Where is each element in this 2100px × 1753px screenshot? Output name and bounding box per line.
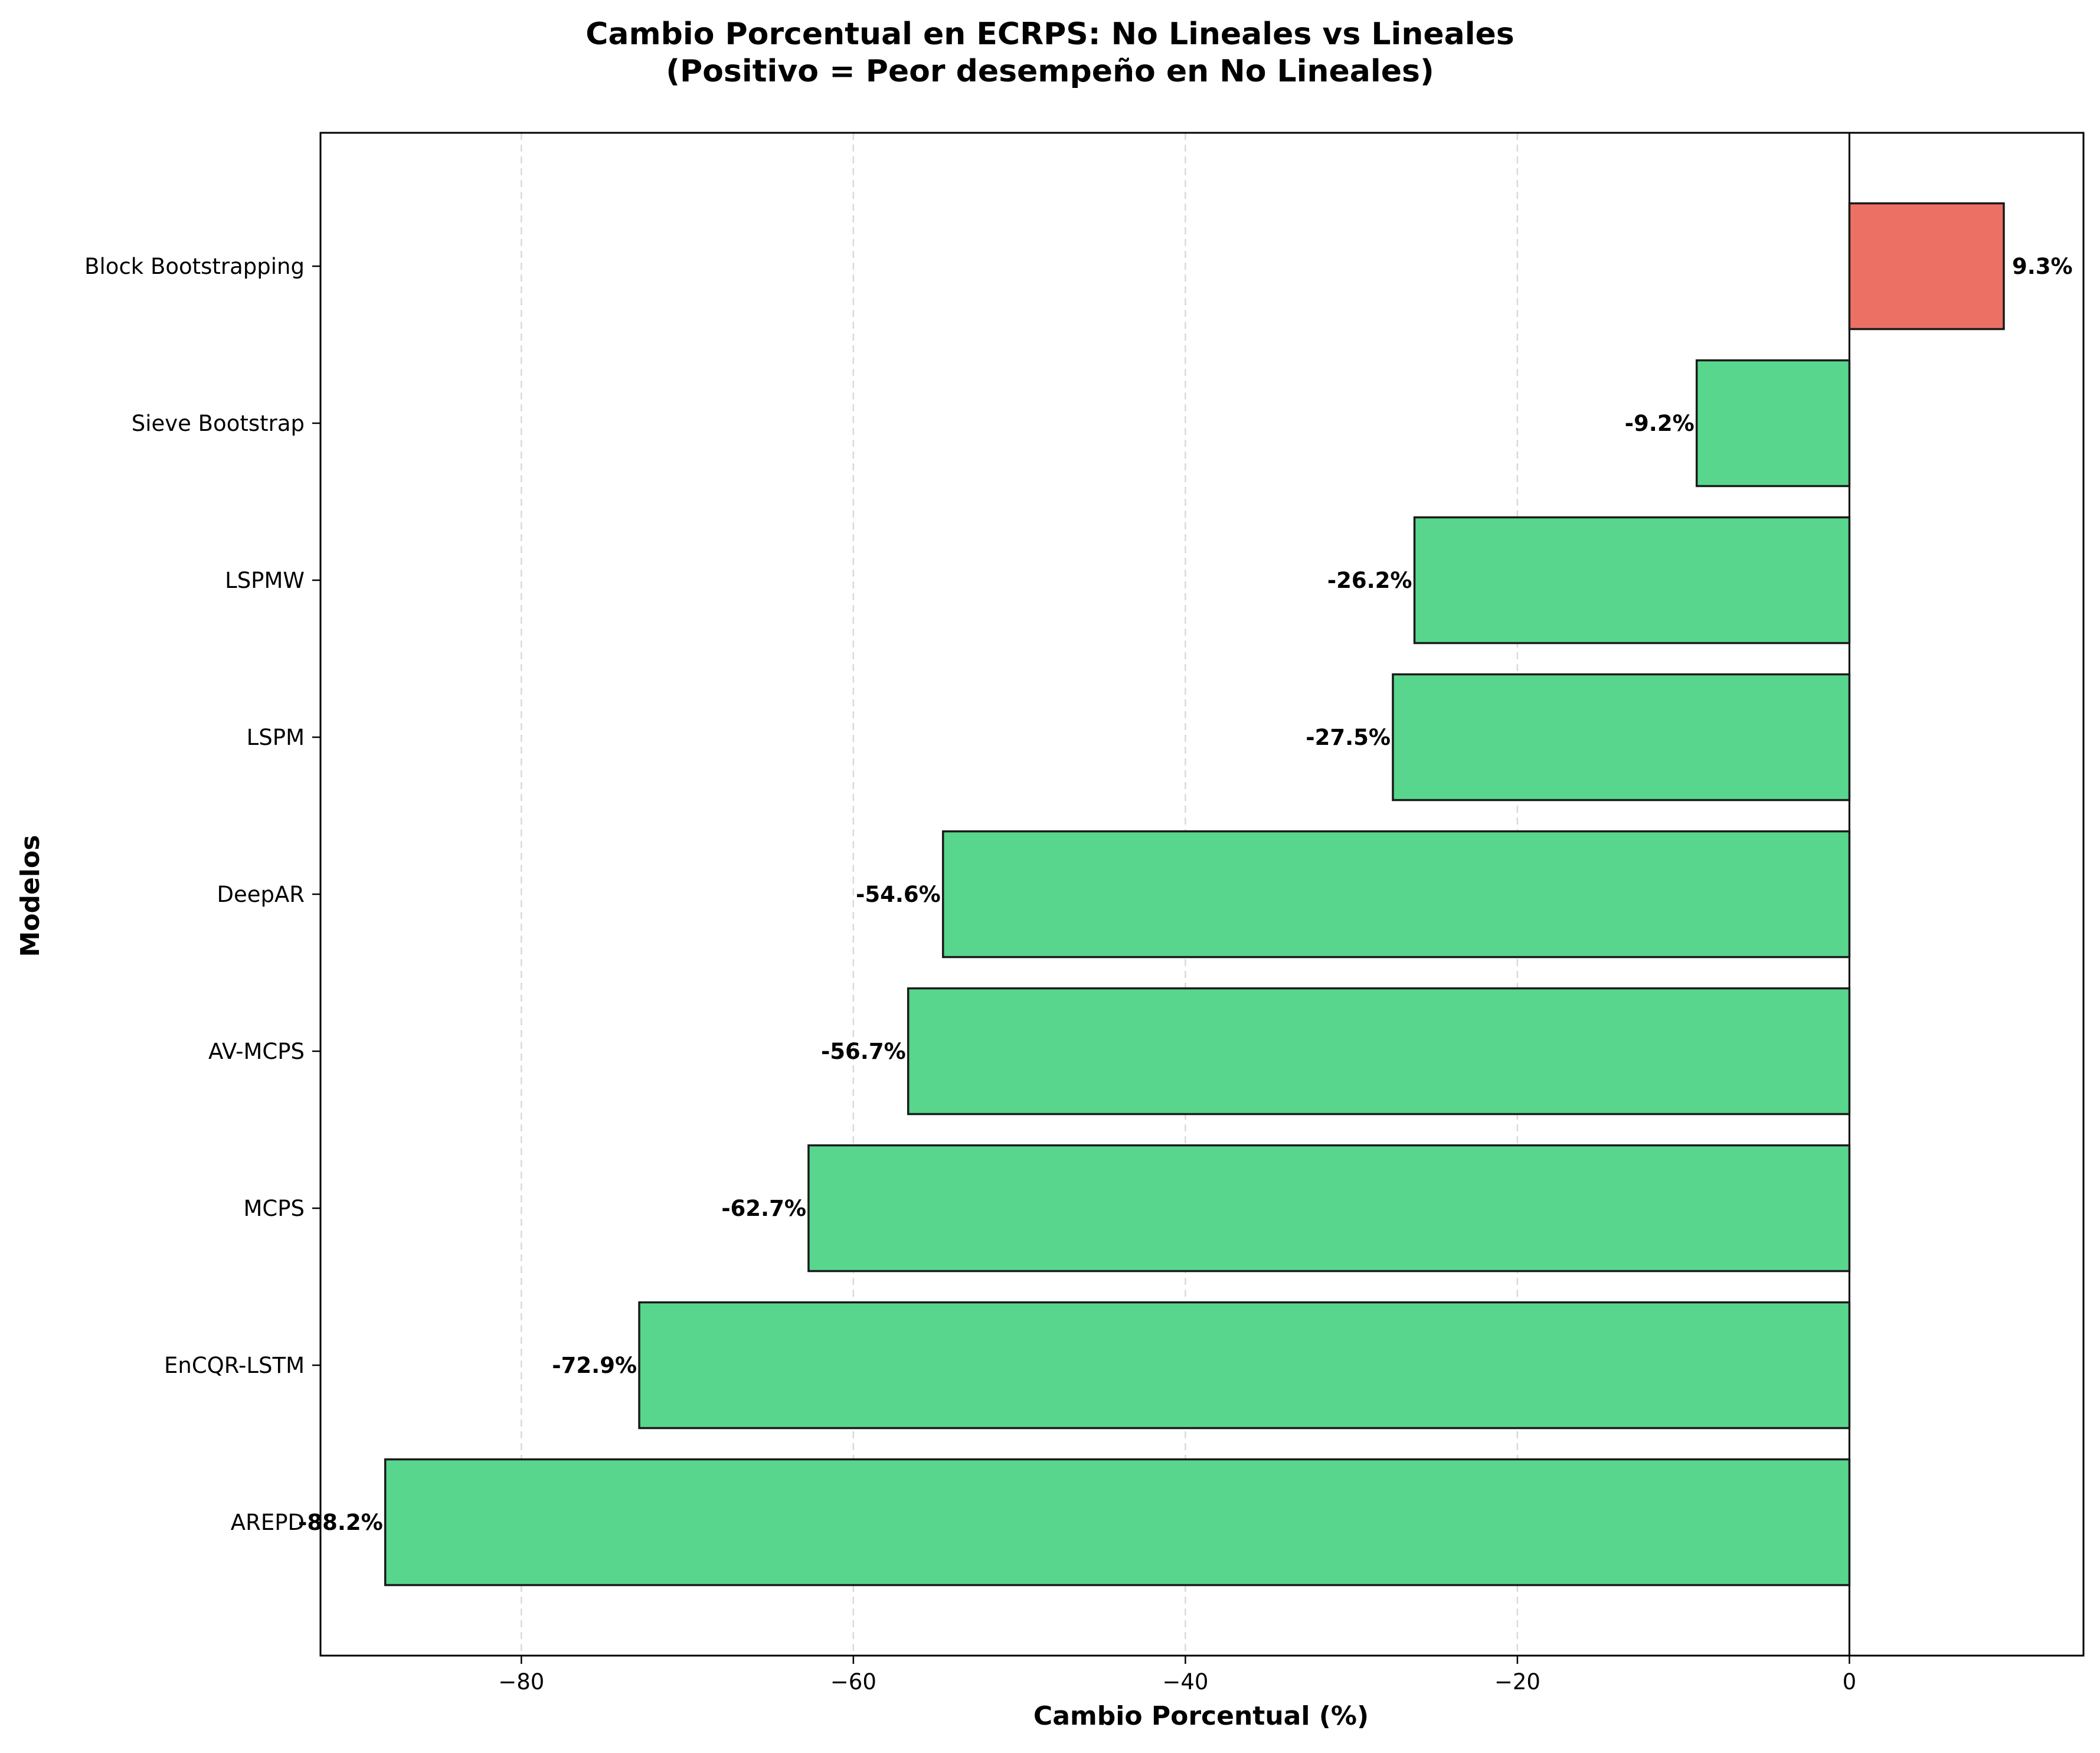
y-tick-label: Block Bootstrapping	[84, 254, 305, 279]
y-tick-label: Sieve Bootstrap	[132, 411, 305, 436]
data-label: -9.2%	[1625, 411, 1695, 436]
y-tick-label: LSPM	[247, 725, 305, 750]
data-label: -72.9%	[552, 1353, 637, 1378]
bar	[941, 830, 1851, 959]
x-tick-label: 0	[1843, 1669, 1857, 1695]
bar	[1848, 202, 2005, 331]
bar	[1695, 359, 1851, 488]
bar	[807, 1144, 1851, 1273]
y-tick-label: MCPS	[243, 1196, 305, 1221]
data-labels-layer: 9.3% -9.2% -26.2% -27.5% -54.6% -56.7% -62.7% -…	[298, 254, 2073, 1535]
y-tick-label: LSPMW	[225, 568, 305, 593]
x-tick-label: −60	[830, 1669, 876, 1695]
y-tick-labels: Block Bootstrapping Sieve Bootstrap LSPMW L…	[84, 254, 320, 1535]
data-label: -54.6%	[856, 882, 941, 907]
data-label: -56.7%	[821, 1039, 906, 1064]
bar	[1413, 516, 1851, 645]
x-axis-label: Cambio Porcentual (%)	[1033, 1701, 1369, 1731]
y-tick-label: DeepAR	[217, 882, 305, 907]
y-axis-label: Modelos	[15, 835, 45, 957]
data-label: -27.5%	[1306, 725, 1391, 750]
bar	[1392, 673, 1851, 802]
x-tick-label: −80	[498, 1669, 544, 1695]
data-label: -88.2%	[298, 1510, 383, 1535]
chart-subtitle: (Positivo = Peor desempeño en No Lineale…	[666, 54, 1434, 89]
x-tick-label: −40	[1162, 1669, 1208, 1695]
bars-layer	[384, 202, 2005, 1587]
data-label: -62.7%	[721, 1196, 806, 1221]
data-label: -26.2%	[1327, 568, 1412, 593]
y-tick-label: AV-MCPS	[208, 1039, 305, 1064]
chart-title: Cambio Porcentual en ECRPS: No Lineales …	[585, 17, 1515, 52]
y-tick-label: AREPD	[231, 1510, 305, 1535]
x-tick-labels: −80 −60 −40 −20 0	[498, 1656, 1856, 1695]
data-label: 9.3%	[2012, 254, 2073, 279]
y-tick-label: EnCQR-LSTM	[164, 1353, 305, 1378]
x-tick-label: −20	[1494, 1669, 1540, 1695]
bar	[384, 1458, 1851, 1587]
bar	[638, 1301, 1851, 1430]
bar	[907, 987, 1851, 1116]
